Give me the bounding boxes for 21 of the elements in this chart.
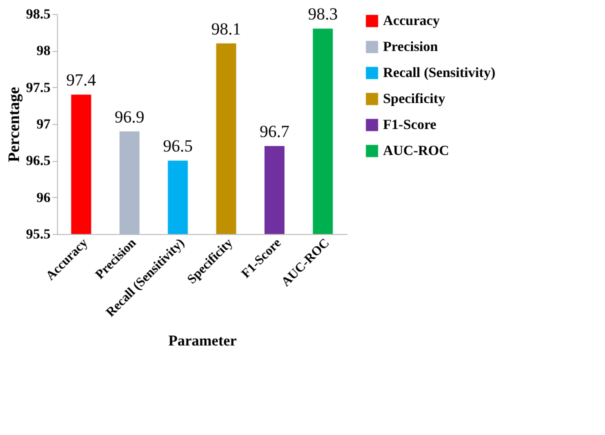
y-axis-title: Percentage xyxy=(6,86,23,162)
data-label: 96.5 xyxy=(162,136,193,156)
y-tick-label: 96 xyxy=(36,190,50,206)
legend-label: Specificity xyxy=(383,92,446,107)
x-axis-title: Parameter xyxy=(168,333,237,350)
y-tick-label: 97 xyxy=(36,118,50,132)
y-tick-label: 96.5 xyxy=(26,154,50,170)
data-label: 96.9 xyxy=(114,107,144,126)
legend-label: AUC-ROC xyxy=(383,144,450,159)
data-label: 98.3 xyxy=(308,4,338,24)
data-label: 98.1 xyxy=(211,19,242,38)
y-tick-label: 97.5 xyxy=(26,80,50,96)
y-tick-label: 98.5 xyxy=(26,8,50,22)
legend-label: Precision xyxy=(383,40,438,55)
data-label: 97.4 xyxy=(66,70,97,90)
data-label: 96.7 xyxy=(260,122,290,141)
legend-label: Accuracy xyxy=(383,14,440,29)
legend-label: F1-Score xyxy=(383,118,436,133)
y-tick-label: 95.5 xyxy=(26,228,50,242)
legend-label: Recall (Sensitivity) xyxy=(383,66,496,81)
y-tick-label: 98 xyxy=(36,44,50,60)
